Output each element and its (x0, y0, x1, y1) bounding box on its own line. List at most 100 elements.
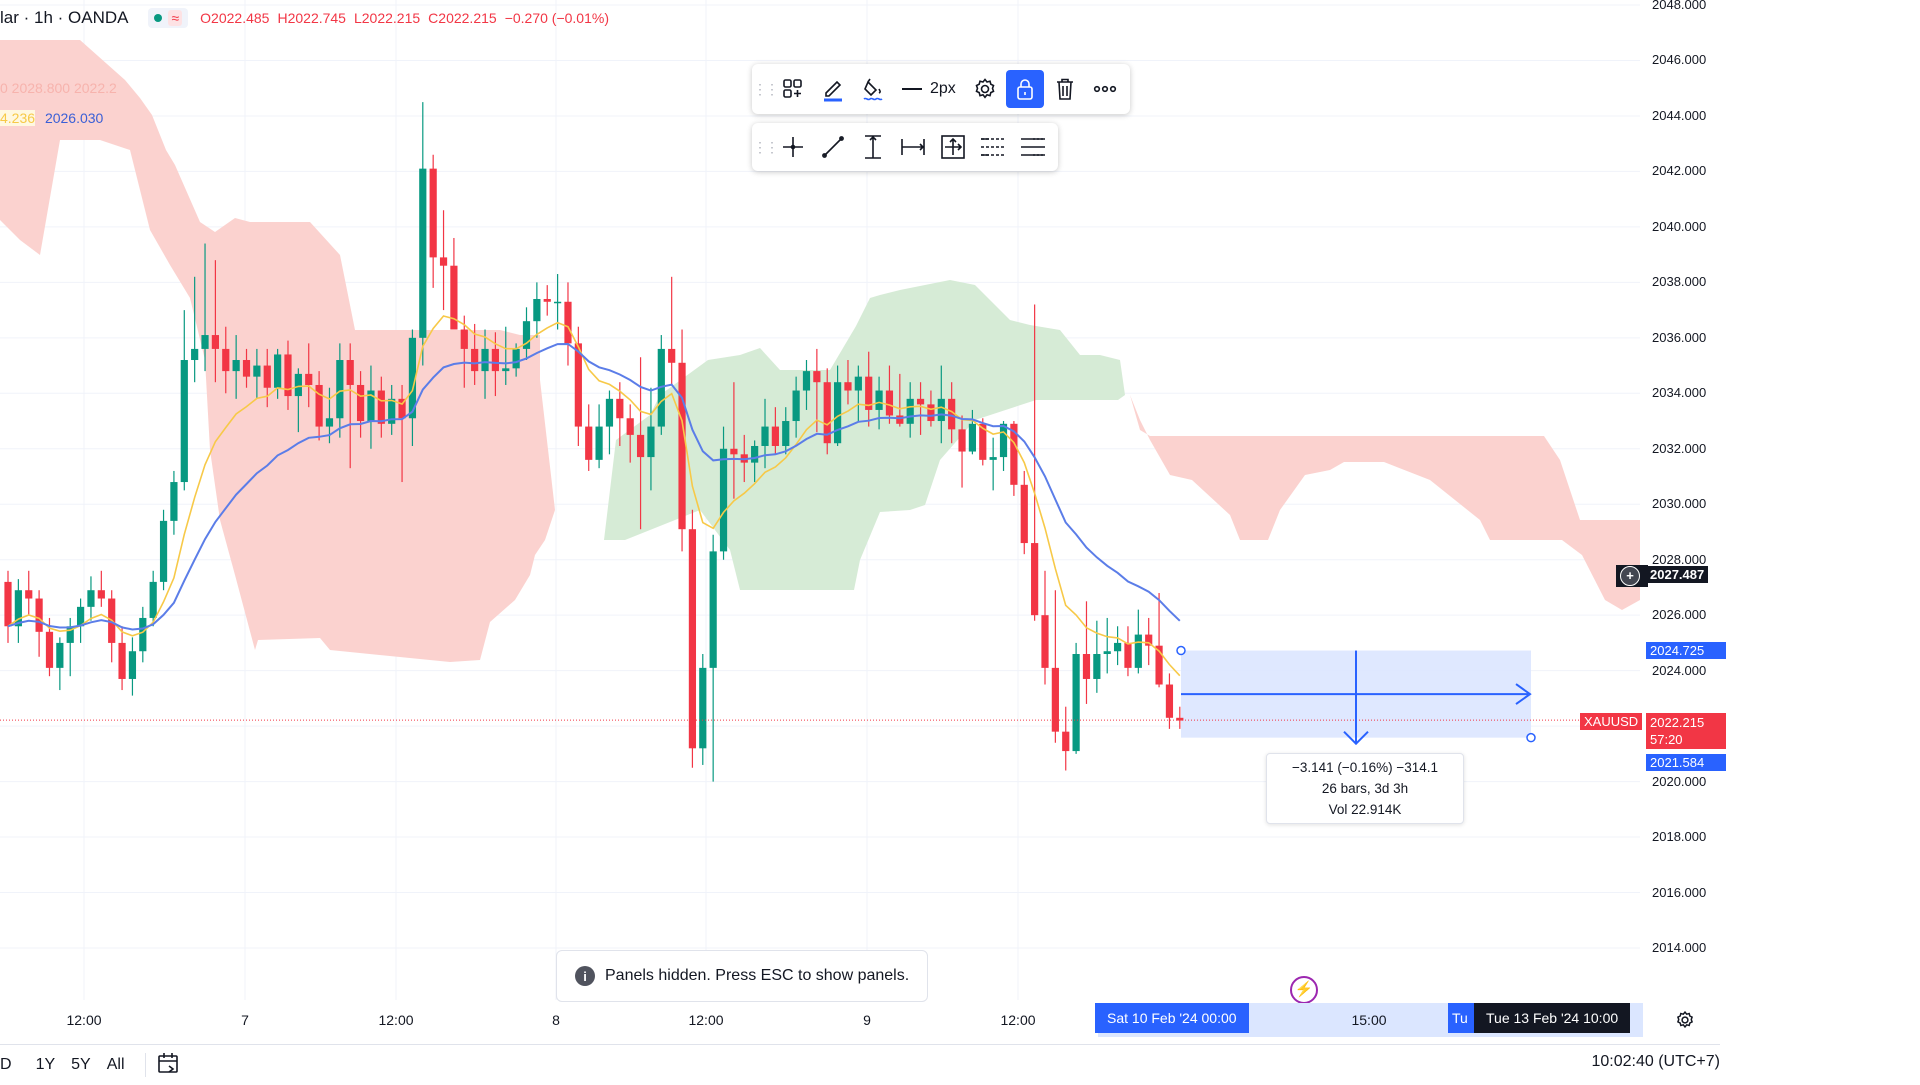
lightning-icon[interactable]: ⚡ (1290, 976, 1318, 1004)
more-icon[interactable] (1086, 70, 1124, 108)
fast-moving-average-line (7, 315, 1181, 677)
price-tick-label: 2016.000 (1652, 884, 1707, 900)
range-button-d[interactable]: D (0, 1056, 12, 1073)
slow-ma-value: 2026.030 (44, 110, 104, 126)
candle-body (823, 382, 831, 444)
settings-icon[interactable] (966, 70, 1004, 108)
measure-tools-toolbar: ⋮⋮ (752, 123, 1058, 171)
status-pill[interactable]: ≈ (148, 8, 189, 28)
measure-time-arrowhead (1515, 683, 1532, 705)
candle-body (751, 445, 759, 463)
panels-hidden-notice: i Panels hidden. Press ESC to show panel… (556, 950, 929, 1002)
short-position-icon[interactable] (1014, 128, 1052, 166)
measure-info-box: −3.141 (−0.16%) −314.1 26 bars, 3d 3h Vo… (1266, 753, 1464, 824)
drag-grip-icon[interactable]: ⋮⋮ (753, 138, 779, 155)
price-tick-label: 2036.000 (1652, 329, 1707, 345)
candle-body (14, 590, 22, 627)
add-alert-icon[interactable]: + (1620, 566, 1640, 586)
trend-line-icon[interactable] (814, 128, 852, 166)
candle-body (730, 448, 738, 455)
indicator-value-row1: 0 2028.800 2022.2 (0, 80, 117, 96)
candle-body (885, 390, 894, 416)
symbol-tag: XAUUSD (1580, 713, 1643, 730)
price-range-icon[interactable] (854, 128, 892, 166)
long-position-icon[interactable] (974, 128, 1012, 166)
range-button-5y[interactable]: 5Y (71, 1056, 91, 1073)
candle-body (284, 354, 292, 397)
candle-body (605, 398, 614, 427)
candlestick-series (4, 102, 1184, 782)
candle-body (305, 373, 313, 385)
measure-bars: 26 bars, 3d 3h (1321, 781, 1409, 796)
price-tick-label: 2048.000 (1652, 0, 1707, 12)
trash-icon[interactable] (1046, 70, 1084, 108)
candle-body (408, 337, 417, 419)
measure-volume: Vol 22.914K (1328, 802, 1402, 817)
candle-body (346, 360, 354, 385)
candle-body (25, 590, 33, 599)
candle-body (979, 423, 987, 460)
calendar-icon[interactable] (156, 1051, 180, 1080)
pencil-icon[interactable] (814, 70, 852, 108)
candle-body (377, 390, 385, 424)
candle-body (502, 368, 510, 372)
candle-body (191, 348, 199, 361)
crosshair-icon[interactable] (774, 128, 812, 166)
candle-body (626, 418, 634, 435)
info-icon: i (575, 966, 595, 986)
symbol-title[interactable]: lar · 1h · OANDA (0, 8, 129, 27)
range-top-price: 2024.725 (1646, 642, 1726, 659)
candle-body (574, 343, 582, 427)
candle-body (242, 360, 251, 377)
candle-body (97, 590, 105, 599)
line-width-button[interactable]: 2px (894, 70, 964, 108)
lock-icon[interactable] (1005, 70, 1044, 108)
line-width-label: 2px (930, 80, 956, 97)
price-tick-label: 2040.000 (1652, 218, 1707, 234)
line-width-icon (902, 88, 922, 90)
candle-body (522, 321, 531, 349)
range-button-all[interactable]: All (106, 1056, 125, 1073)
time-tick-label: 9 (863, 1012, 871, 1028)
time-tick-label: 7 (241, 1012, 249, 1028)
time-tick-label: 12:00 (66, 1012, 102, 1028)
time-tick-label: 12:00 (1000, 1012, 1036, 1028)
candle-body (66, 626, 74, 643)
price-tick-label: 2038.000 (1652, 274, 1707, 290)
candle-body (948, 398, 956, 430)
candle-body (325, 418, 334, 427)
candle-body (388, 398, 396, 424)
price-tick-label: 2042.000 (1652, 163, 1707, 179)
candle-body (875, 390, 883, 410)
candle-body (159, 520, 168, 582)
date-price-range-icon[interactable] (934, 128, 972, 166)
drag-grip-icon[interactable]: ⋮⋮ (753, 80, 779, 97)
candle-body (1051, 667, 1059, 732)
candle-body (771, 426, 779, 446)
candle-body (719, 448, 728, 552)
candle-body (139, 617, 147, 652)
candle-body (585, 426, 593, 460)
candle-body (916, 398, 925, 405)
crosshair-price-label: 2027.487 (1646, 566, 1709, 583)
candle-body (56, 642, 64, 668)
time-range-start: Sat 10 Feb '24 00:00 (1095, 1003, 1249, 1033)
ohlc-close: C2022.215 (428, 10, 497, 26)
gear-icon[interactable] (1675, 1010, 1695, 1030)
candle-body (1124, 642, 1132, 668)
price-chart[interactable] (0, 0, 1720, 1045)
candle-body (854, 376, 862, 391)
price-tick-label: 2024.000 (1652, 662, 1707, 678)
candle-body (128, 651, 137, 679)
candle-body (834, 382, 842, 444)
price-tick-label: 2026.000 (1652, 607, 1707, 623)
candle-body (1134, 634, 1142, 668)
candle-body (367, 390, 375, 422)
chart-overlay (0, 645, 1640, 746)
range-button-1y[interactable]: 1Y (35, 1056, 56, 1073)
range-bottom-price: 2021.584 (1646, 754, 1726, 771)
date-range-icon[interactable] (894, 128, 932, 166)
notice-text: Panels hidden. Press ESC to show panels. (605, 967, 910, 984)
templates-icon[interactable] (774, 70, 812, 108)
fill-icon[interactable] (854, 70, 892, 108)
